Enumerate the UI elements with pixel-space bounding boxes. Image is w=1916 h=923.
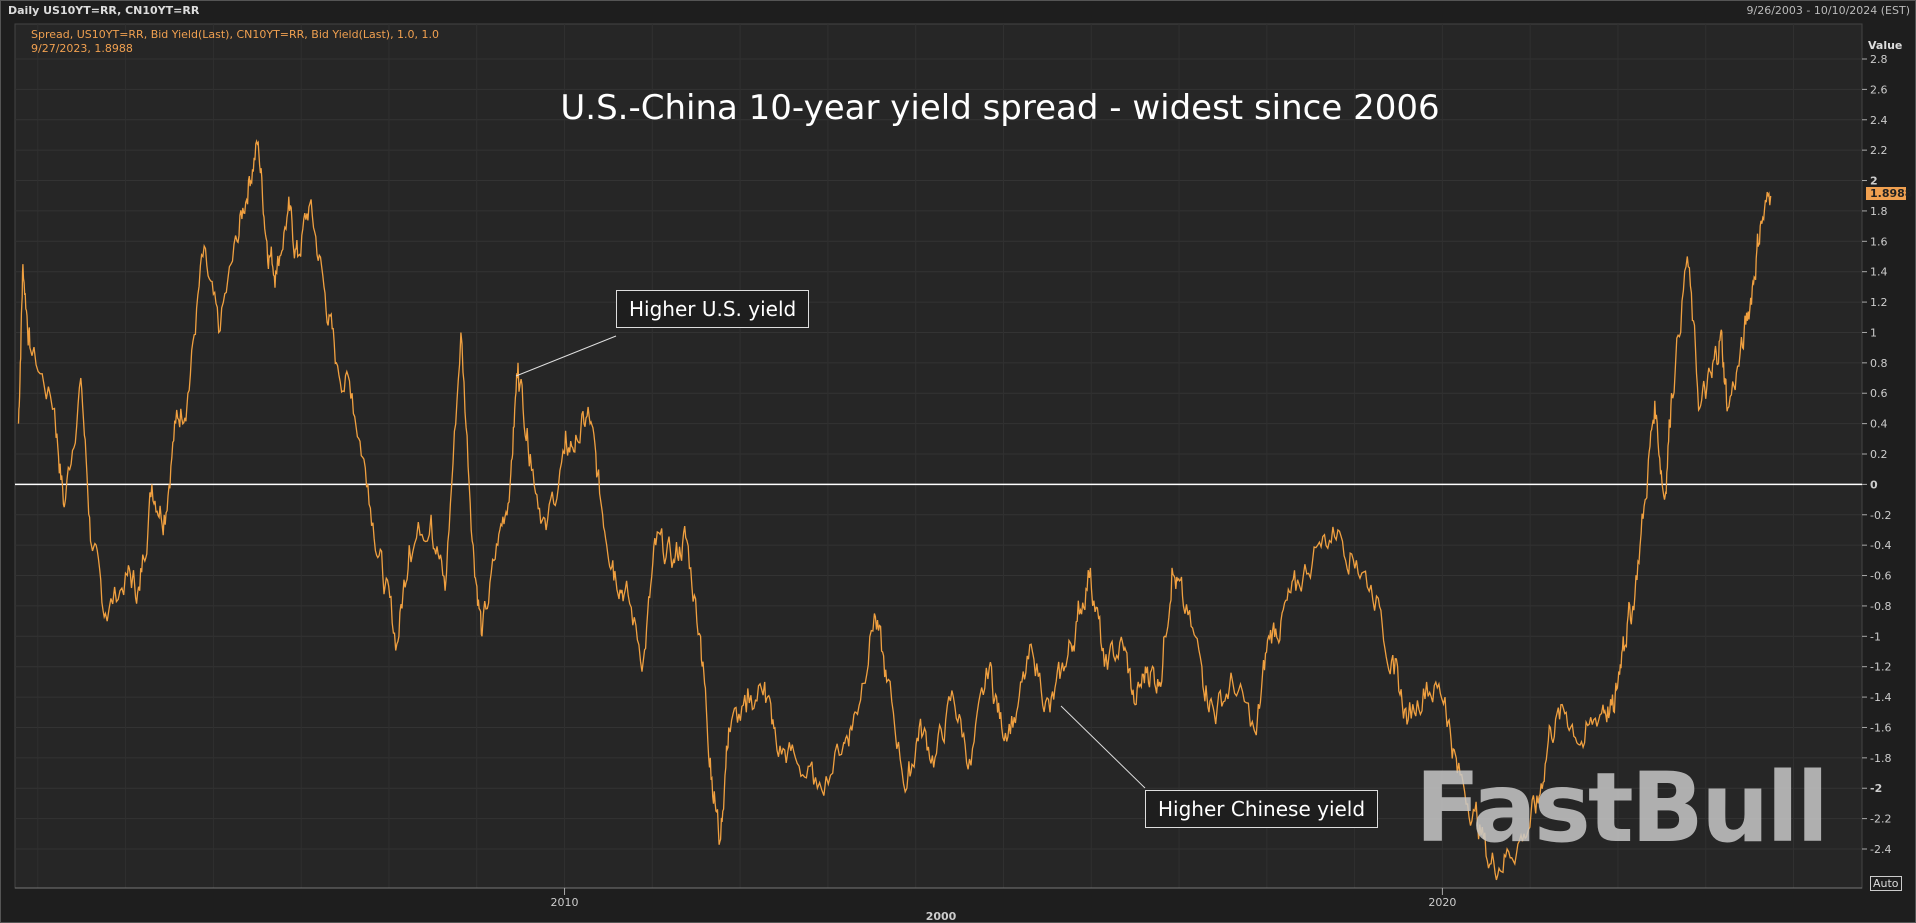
fastbull-watermark: FastBull (1415, 752, 1829, 864)
y-tick-label: 1.4 (1870, 266, 1888, 279)
y-tick-label: -0.4 (1870, 539, 1891, 552)
y-tick-label: 0.6 (1870, 387, 1888, 400)
y-tick-label: 2.4 (1870, 114, 1888, 127)
decade-label: 2000 (926, 910, 957, 923)
y-tick-label: -1.2 (1870, 661, 1891, 674)
y-tick-label: -2 (1870, 782, 1882, 795)
y-tick-label: 0.4 (1870, 418, 1888, 431)
y-tick-label: -2.2 (1870, 813, 1891, 826)
chart-title: U.S.-China 10-year yield spread - widest… (560, 88, 1440, 128)
plot-area (14, 23, 1863, 889)
auto-scale-button[interactable]: Auto (1870, 876, 1902, 891)
annotation-higher-chinese-yield: Higher Chinese yield (1145, 790, 1379, 828)
x-tick-label: 2020 (1428, 896, 1456, 909)
y-tick-label: 2 (1870, 175, 1878, 188)
y-tick-label: -0.2 (1870, 509, 1891, 522)
y-axis-title: Value (1868, 39, 1903, 52)
y-tick-label: -1.6 (1870, 721, 1891, 734)
y-tick-label: 1.8 (1870, 205, 1888, 218)
series-line-spread (17, 139, 1772, 881)
y-tick-label: 0 (1870, 478, 1878, 491)
legend-last-point: 9/27/2023, 1.8988 (31, 42, 133, 55)
y-tick-label: 2.8 (1870, 53, 1888, 66)
y-tick-label: 2.6 (1870, 83, 1888, 96)
y-tick-label: -1.4 (1870, 691, 1891, 704)
y-tick-label: 1.2 (1870, 296, 1888, 309)
y-tick-label: 0.2 (1870, 448, 1888, 461)
y-tick-label: -1.8 (1870, 752, 1891, 765)
legend-series: Spread, US10YT=RR, Bid Yield(Last), CN10… (31, 28, 440, 41)
x-tick-label: 2010 (551, 896, 579, 909)
annotation-leader-us (515, 335, 617, 377)
y-tick-label: 0.8 (1870, 357, 1888, 370)
y-tick-label: -0.6 (1870, 570, 1891, 583)
chart-header-title: Daily US10YT=RR, CN10YT=RR (8, 4, 200, 17)
y-tick-label: 1 (1870, 326, 1877, 339)
annotation-leader-china (1060, 705, 1146, 789)
y-tick-label: 2.2 (1870, 144, 1888, 157)
annotation-higher-us-yield: Higher U.S. yield (616, 290, 810, 328)
y-tick-label: -2.4 (1870, 843, 1891, 856)
last-value-badge: 1.8988 (1866, 187, 1912, 200)
y-tick-label: 1.6 (1870, 235, 1888, 248)
date-range: 9/26/2003 - 10/10/2024 (EST) (1746, 4, 1911, 17)
y-tick-label: -1 (1870, 630, 1881, 643)
y-tick-label: -0.8 (1870, 600, 1891, 613)
